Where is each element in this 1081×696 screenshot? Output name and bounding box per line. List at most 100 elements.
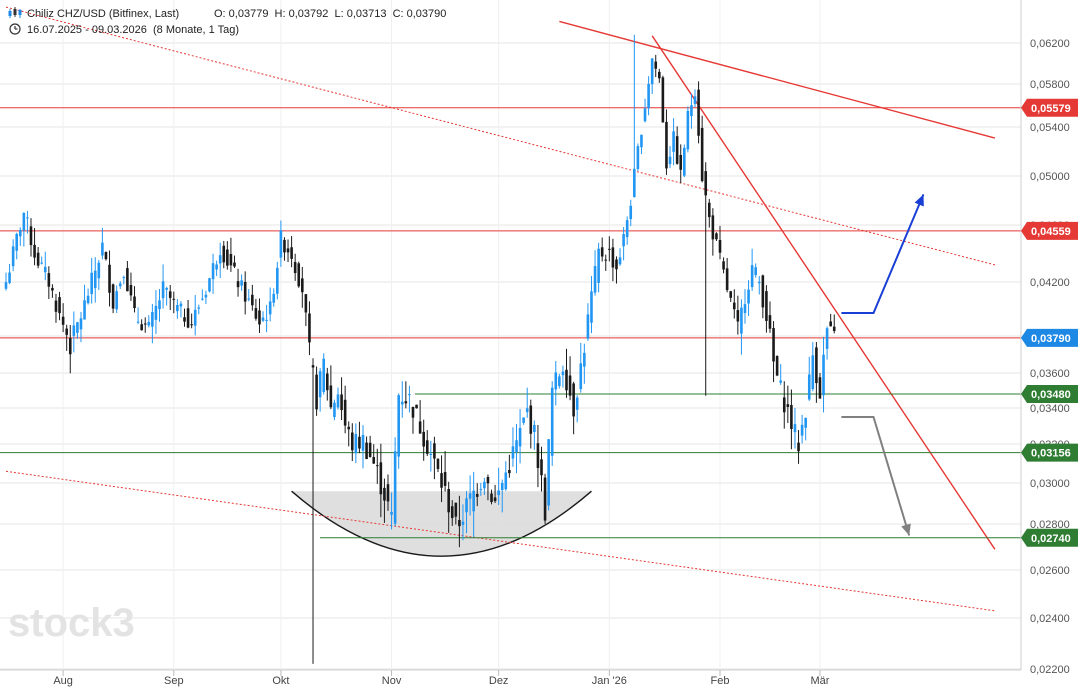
gridlines bbox=[0, 0, 1021, 670]
candle-body bbox=[390, 512, 393, 515]
candle-body bbox=[736, 310, 740, 322]
candle-body bbox=[33, 244, 36, 258]
candle-body bbox=[768, 315, 772, 329]
candle-body bbox=[197, 307, 201, 309]
candle-body bbox=[29, 226, 33, 246]
x-tick-label: Mär bbox=[810, 675, 829, 687]
level-label-box bbox=[1021, 328, 1078, 347]
candle-body bbox=[154, 305, 158, 320]
candle-body bbox=[265, 319, 268, 321]
candle-body bbox=[790, 405, 793, 429]
y-tick-label: 0,02600 bbox=[1030, 565, 1070, 577]
candle-body bbox=[600, 247, 604, 257]
candle-body bbox=[51, 287, 54, 291]
candle-body bbox=[543, 477, 547, 521]
candle-body bbox=[615, 259, 618, 270]
candle-body bbox=[186, 308, 190, 328]
candle-body bbox=[272, 293, 276, 303]
x-tick-label: Okt bbox=[272, 675, 289, 687]
candle-body bbox=[700, 127, 704, 182]
candle-body bbox=[818, 377, 822, 399]
candle-body bbox=[404, 401, 408, 404]
candle-body bbox=[661, 77, 665, 123]
candle-body bbox=[261, 317, 265, 321]
candle-body bbox=[361, 434, 365, 451]
candle-body bbox=[747, 289, 750, 304]
candle-body bbox=[161, 281, 165, 299]
candle-body bbox=[590, 291, 593, 323]
candle-body bbox=[472, 490, 475, 512]
candle-body bbox=[650, 58, 654, 85]
candle-body bbox=[358, 436, 361, 449]
candle-body bbox=[93, 270, 97, 289]
candle-body bbox=[793, 424, 797, 433]
candle-body bbox=[101, 242, 104, 256]
candle-body bbox=[525, 408, 529, 413]
candle-body bbox=[458, 520, 461, 527]
candle-body bbox=[386, 484, 390, 502]
y-tick-label: 0,05800 bbox=[1030, 79, 1070, 91]
candle-body bbox=[443, 472, 447, 486]
candle-body bbox=[618, 257, 622, 265]
candle-body bbox=[636, 146, 640, 170]
candle-body bbox=[729, 291, 733, 298]
candle-body bbox=[229, 254, 233, 266]
y-axis: 0,062000,058000,054000,050000,046000,042… bbox=[1030, 38, 1070, 676]
candle-body bbox=[568, 375, 572, 396]
candle-body bbox=[72, 325, 76, 336]
candle-body bbox=[308, 313, 311, 343]
arrowhead-up bbox=[914, 194, 924, 207]
x-tick-label: Feb bbox=[711, 675, 730, 687]
candle-body bbox=[622, 234, 625, 247]
candle-body bbox=[425, 440, 429, 454]
x-tick-label: Jan '26 bbox=[592, 675, 627, 687]
candle-body bbox=[251, 294, 254, 306]
candle-body bbox=[511, 446, 515, 459]
candle-body bbox=[354, 434, 358, 454]
candle-body bbox=[240, 280, 243, 286]
chart-header: Chiliz CHZ/USD (Bitfinex, Last) O: 0,037… bbox=[8, 7, 446, 36]
candle-body bbox=[343, 399, 347, 426]
candle-body bbox=[461, 521, 465, 525]
scenario-arrows bbox=[841, 193, 925, 536]
candle-body bbox=[715, 233, 718, 240]
candle-body bbox=[22, 212, 26, 231]
level-label-box bbox=[1021, 528, 1078, 547]
candle-body bbox=[440, 473, 443, 488]
candle-body bbox=[522, 417, 525, 423]
level-label-box bbox=[1021, 221, 1078, 240]
candle-body bbox=[725, 268, 729, 291]
level-label: 0,03790 bbox=[1031, 333, 1071, 345]
candle-body bbox=[429, 453, 433, 456]
x-axis: Aug Sep Okt Nov Dez Jan '26 Feb Mär bbox=[53, 670, 830, 687]
candle-body bbox=[761, 275, 765, 308]
y-tick-label: 0,03400 bbox=[1030, 403, 1070, 415]
y-tick-label: 0,02200 bbox=[1030, 664, 1070, 676]
candle-body bbox=[418, 421, 422, 434]
candle-body bbox=[743, 304, 747, 314]
candle-body bbox=[740, 307, 743, 334]
candle-body bbox=[4, 282, 8, 289]
candle-body bbox=[707, 202, 711, 218]
candle-body bbox=[318, 371, 322, 398]
candle-body bbox=[665, 121, 668, 169]
candle-body bbox=[276, 267, 279, 294]
candle-body bbox=[718, 240, 722, 253]
candle-body bbox=[825, 328, 829, 349]
candle-body bbox=[268, 301, 272, 315]
watermark: stock3 bbox=[8, 601, 135, 645]
candle-body bbox=[204, 294, 208, 298]
candle-body bbox=[811, 355, 815, 389]
candle-body bbox=[490, 493, 493, 502]
candle-body bbox=[765, 291, 768, 321]
candle-body bbox=[208, 278, 211, 292]
candle-body bbox=[26, 217, 29, 219]
candle-body bbox=[400, 401, 404, 405]
candle-body bbox=[279, 230, 283, 258]
candle-body bbox=[379, 462, 383, 495]
candle-body bbox=[558, 376, 561, 387]
level-label-box bbox=[1021, 385, 1078, 403]
candle-body bbox=[43, 266, 47, 273]
